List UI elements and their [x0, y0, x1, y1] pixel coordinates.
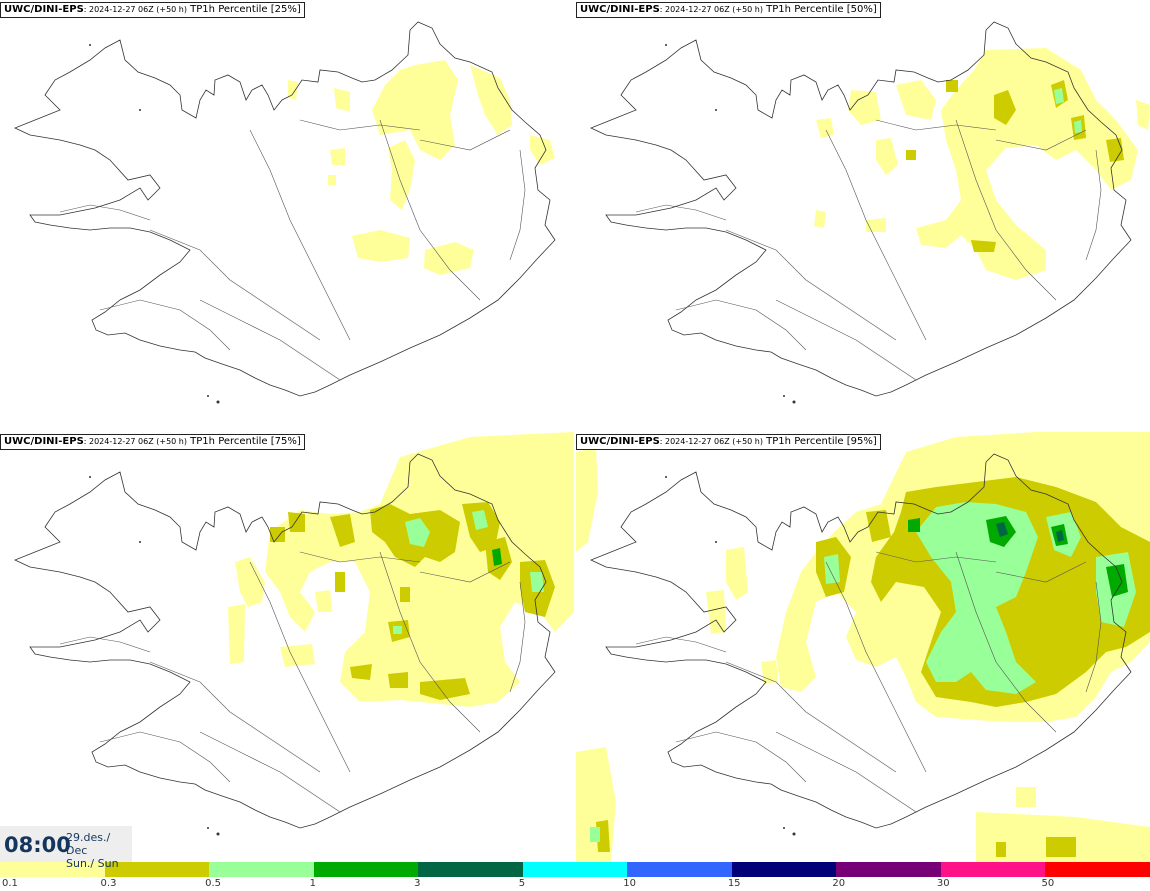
legend-tick-label: 3 [414, 878, 421, 889]
model-name: UWC/DINI-EPS [4, 436, 84, 447]
valid-time-box: 08:00 29.des./ Dec Sun./ Sun [0, 826, 132, 870]
legend-swatch [522, 862, 628, 877]
legend-tick-label: 0.1 [2, 878, 18, 889]
model-name: UWC/DINI-EPS [4, 4, 84, 15]
legend-tick-label: 30 [936, 878, 950, 889]
valid-day-line: Sun./ Sun [66, 857, 119, 870]
legend-tick-label: 15 [727, 878, 741, 889]
precip-map [14, 21, 556, 404]
field-name: TP1h Percentile [95%] [766, 436, 877, 447]
panel-title: UWC/DINI-EPS: 2024-12-27 06Z (+50 h) TP1… [576, 2, 881, 18]
map-panel-p50: UWC/DINI-EPS: 2024-12-27 06Z (+50 h) TP1… [576, 0, 1150, 430]
model-name: UWC/DINI-EPS [580, 4, 660, 15]
legend-swatch [313, 862, 419, 877]
legend-tick-label: 5 [518, 878, 526, 889]
valid-time: 08:00 [4, 833, 71, 857]
legend-tick-label: 20 [832, 878, 846, 889]
legend-tick-label: 10 [623, 878, 636, 889]
legend-swatch [418, 862, 524, 877]
legend-tick-label: 50 [1041, 878, 1055, 889]
valid-date: 29.des./ Dec Sun./ Sun [66, 831, 132, 870]
legend-swatch [731, 862, 837, 877]
valid-date-line: 29.des./ Dec [66, 831, 111, 857]
legend-swatch [940, 862, 1046, 877]
legend-tick-label: 0.5 [205, 878, 221, 889]
legend-swatch [1045, 862, 1150, 877]
run-info: : 2024-12-27 06Z (+50 h) [83, 437, 187, 446]
precip-map [590, 21, 1150, 404]
field-name: TP1h Percentile [50%] [766, 4, 877, 15]
precip-map [14, 432, 574, 836]
legend-swatch [209, 862, 315, 877]
legend-tick-label: 0.3 [100, 878, 117, 889]
run-info: : 2024-12-27 06Z (+50 h) [659, 5, 763, 14]
legend-swatch [627, 862, 733, 877]
map-panel-p75: UWC/DINI-EPS: 2024-12-27 06Z (+50 h) TP1… [0, 432, 574, 862]
legend-swatch [104, 862, 210, 877]
map-panel-p25: UWC/DINI-EPS: 2024-12-27 06Z (+50 h) TP1… [0, 0, 574, 430]
panel-title: UWC/DINI-EPS: 2024-12-27 06Z (+50 h) TP1… [0, 2, 305, 18]
precip-map [576, 432, 1150, 862]
panel-title: UWC/DINI-EPS: 2024-12-27 06Z (+50 h) TP1… [0, 434, 305, 450]
field-name: TP1h Percentile [25%] [190, 4, 301, 15]
legend-swatch [836, 862, 942, 877]
run-info: : 2024-12-27 06Z (+50 h) [659, 437, 763, 446]
legend-tick-label: 1 [309, 878, 316, 889]
field-name: TP1h Percentile [75%] [190, 436, 301, 447]
panel-divider-horizontal [0, 430, 1150, 432]
run-info: : 2024-12-27 06Z (+50 h) [83, 5, 187, 14]
legend-swatch [0, 862, 106, 877]
panel-title: UWC/DINI-EPS: 2024-12-27 06Z (+50 h) TP1… [576, 434, 881, 450]
map-panel-p95: UWC/DINI-EPS: 2024-12-27 06Z (+50 h) TP1… [576, 432, 1150, 862]
color-legend: 0.1 0.3 0.5 1 3 5 10 15 20 30 50 [0, 862, 1150, 891]
model-name: UWC/DINI-EPS [580, 436, 660, 447]
